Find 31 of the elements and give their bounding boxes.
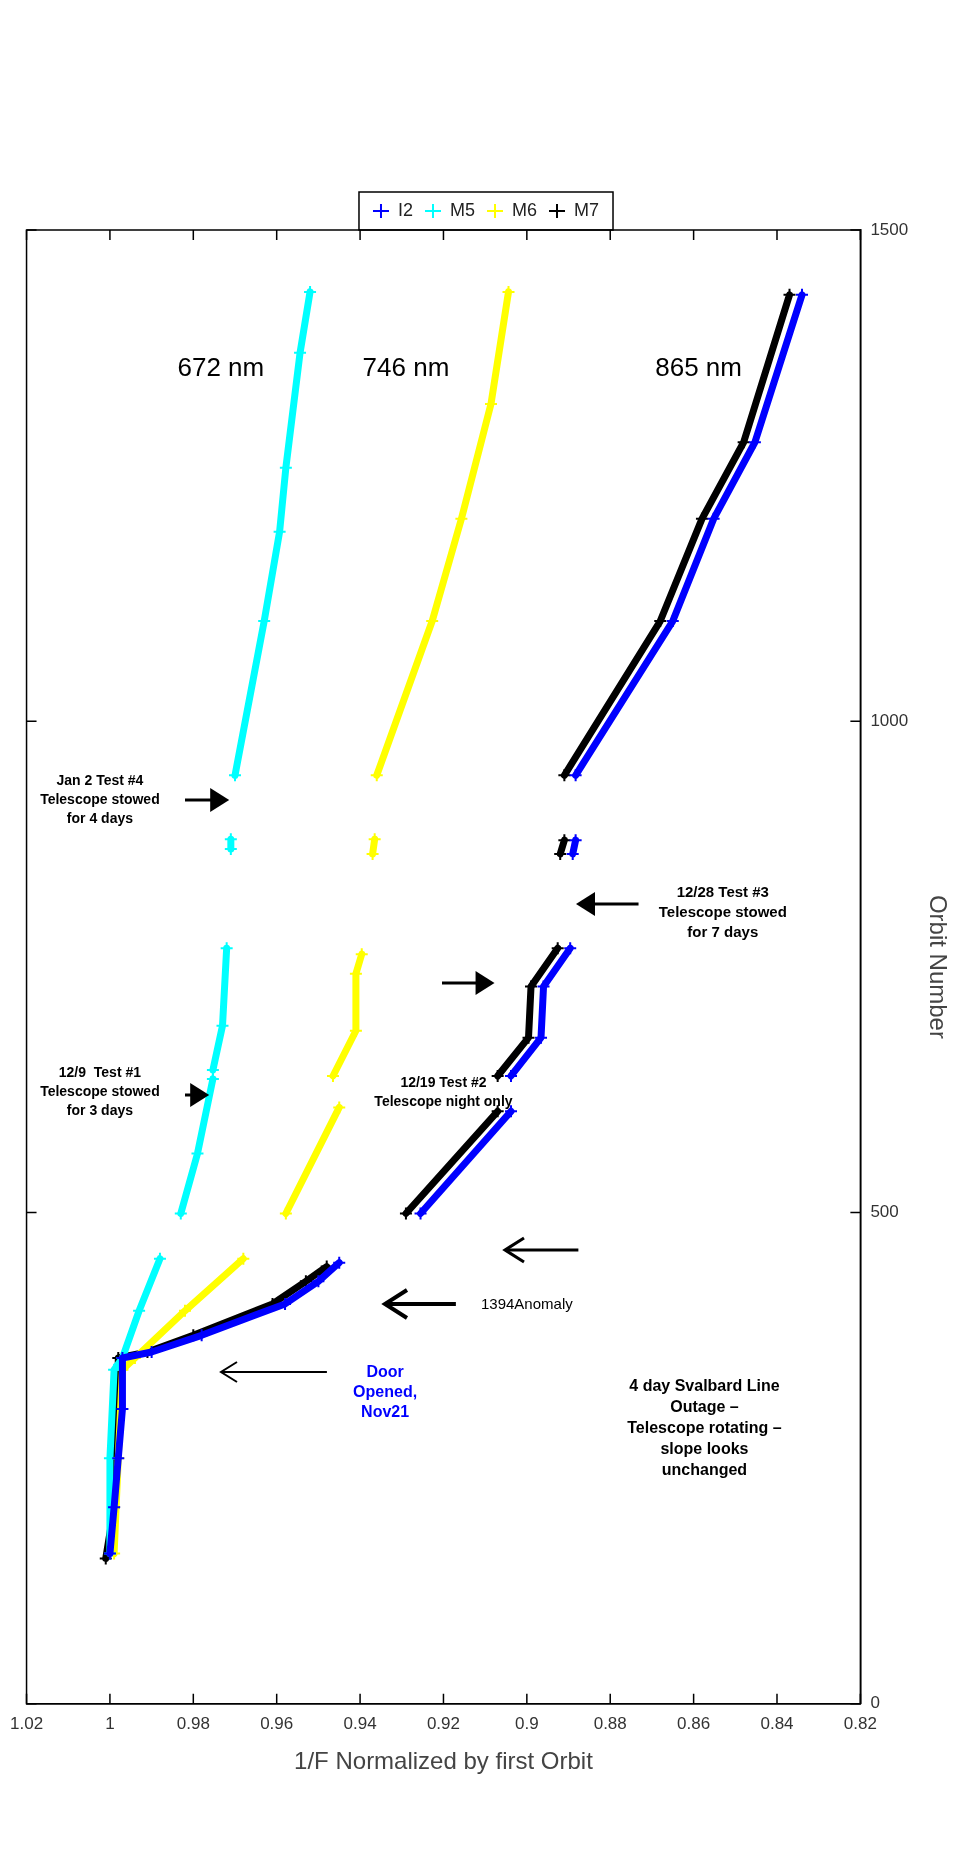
annotation: 865 nm — [655, 351, 742, 382]
annotation: Jan 2 Test #4 Telescope stowed for 4 days — [40, 772, 160, 827]
x-axis-title: 1/F Normalized by first Orbit — [294, 1747, 594, 1775]
x-tick-label: 1 — [105, 1713, 115, 1733]
y-tick-label: 500 — [870, 1202, 899, 1222]
legend-label: I2 — [397, 199, 413, 220]
x-tick-label: 0.82 — [843, 1713, 877, 1733]
annotation: 1394Anomaly — [480, 1294, 574, 1312]
annotation: 672 nm — [177, 351, 265, 382]
legend-label: M5 — [450, 199, 476, 220]
legend-label: M6 — [512, 199, 538, 220]
legend-label: M7 — [574, 199, 600, 220]
x-tick-label: 0.98 — [176, 1713, 210, 1733]
x-tick-label: 0.88 — [593, 1713, 627, 1733]
annotation: 12/9 Test #1 Telescope stowed for 3 days — [40, 1064, 160, 1119]
x-tick-label: 0.84 — [760, 1713, 794, 1733]
x-tick-label: 0.96 — [260, 1713, 294, 1733]
y-tick-label: 1500 — [870, 219, 909, 239]
annotation: Door Opened, Nov21 — [353, 1363, 418, 1421]
x-tick-label: 1.02 — [10, 1713, 44, 1733]
annotation: 12/19 Test #2 Telescope night only — [374, 1073, 513, 1109]
y-tick-label: 1000 — [870, 710, 909, 730]
annotation: 4 day Svalbard Line Outage – Telescope rotating – slope looks unchanged — [627, 1376, 782, 1478]
x-tick-label: 0.94 — [343, 1713, 377, 1733]
annotation: 12/28 Test #3 Telescope stowed for 7 days — [658, 882, 787, 940]
y-axis-title: Orbit Number — [924, 894, 952, 1039]
x-tick-label: 0.92 — [426, 1713, 461, 1733]
x-tick-label: 0.86 — [677, 1713, 711, 1733]
annotation: 746 nm — [362, 351, 450, 382]
x-tick-label: 0.9 — [515, 1713, 539, 1733]
y-tick-label: 0 — [870, 1693, 880, 1713]
